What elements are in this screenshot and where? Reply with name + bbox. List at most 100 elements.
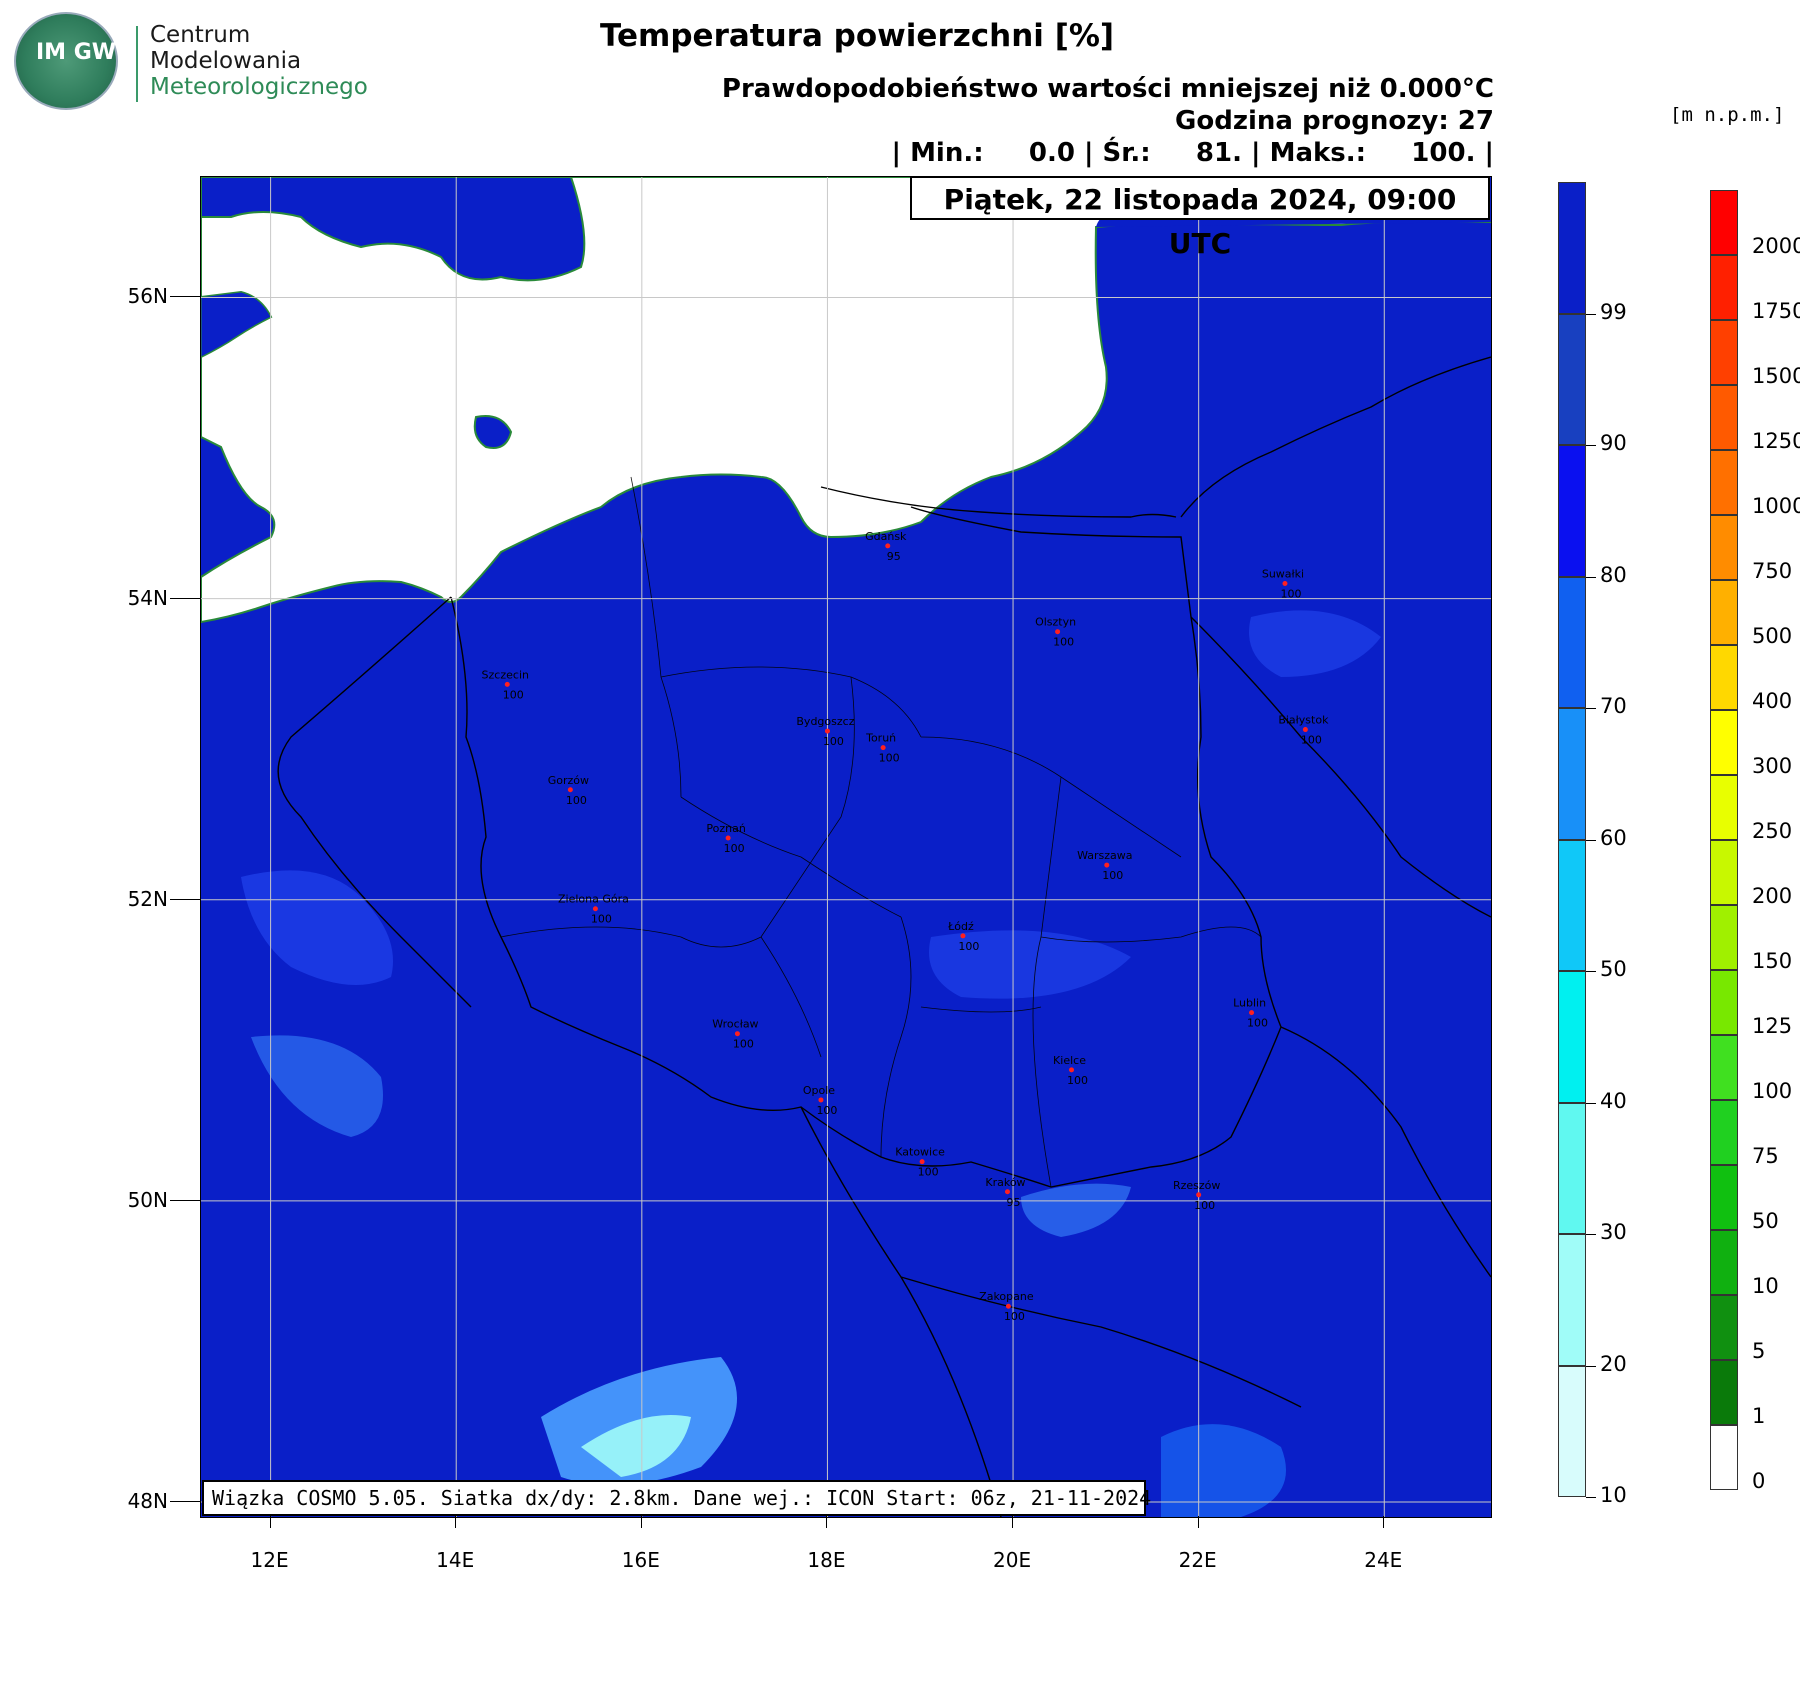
city-value: 100 (1004, 1310, 1025, 1323)
city-name: Katowice (895, 1146, 945, 1159)
elevation-colorbar-label: 10 (1752, 1274, 1779, 1298)
prob-colorbar-segment (1558, 839, 1586, 971)
city-name: Szczecin (482, 668, 529, 681)
city-name: Rzeszów (1173, 1179, 1220, 1192)
prob-colorbar-label: 10 (1600, 1483, 1627, 1507)
lon-tick-label: 14E (436, 1548, 475, 1572)
city-dot (725, 835, 731, 841)
lon-tick (826, 1516, 828, 1528)
elevation-colorbar-label: 500 (1752, 624, 1793, 648)
city-dot (1196, 1192, 1202, 1198)
city-dot (960, 933, 966, 939)
lat-tick (170, 1500, 200, 1502)
lon-tick-label: 22E (1178, 1548, 1217, 1572)
elevation-colorbar-segment (1710, 1295, 1738, 1360)
prob-colorbar-label: 30 (1600, 1220, 1627, 1244)
hungary-border (900, 1276, 1302, 1408)
lon-tick (269, 1516, 271, 1528)
elevation-colorbar-segment (1710, 1100, 1738, 1165)
city-dot (734, 1031, 740, 1037)
prob-colorbar-label: 70 (1600, 694, 1627, 718)
prob-colorbar-label: 90 (1600, 431, 1627, 455)
prob-colorbar-segment (1558, 1102, 1586, 1234)
city-value: 100 (816, 1104, 837, 1117)
czech-border (277, 596, 472, 1008)
elevation-colorbar-label: 100 (1752, 1079, 1793, 1103)
valid-date: Piątek, 22 listopada 2024, 09:00 UTC (910, 176, 1490, 260)
lon-tick (1012, 1516, 1014, 1528)
model-info: Wiązka COSMO 5.05. Siatka dx/dy: 2.8km. … (202, 1480, 1151, 1516)
ukraine-border (1280, 1026, 1491, 1278)
elevation-colorbar-label: 1250 (1752, 429, 1800, 453)
city-dot (1005, 1303, 1011, 1309)
prob-colorbar-tick (1586, 1234, 1596, 1235)
city-dot (1302, 727, 1308, 733)
city-value: 100 (918, 1166, 939, 1179)
prob-colorbar-tick (1586, 576, 1596, 578)
city-value: 95 (1006, 1196, 1020, 1209)
prob-colorbar-segment (1558, 971, 1586, 1103)
city-value: 100 (1194, 1199, 1215, 1212)
lon-tick-label: 16E (621, 1548, 660, 1572)
light-patch-krakow (1021, 1183, 1131, 1237)
prob-colorbar-segment (1558, 708, 1586, 840)
baltic-sea (201, 177, 1491, 624)
elevation-colorbar-segment (1710, 255, 1738, 320)
island-denmark (201, 177, 586, 282)
city-name: Olsztyn (1035, 616, 1076, 629)
city-value: 100 (1102, 869, 1123, 882)
imgw-logo-text: IM GW (36, 40, 117, 65)
city-dot (885, 543, 891, 549)
map-title: Temperatura powierzchni [%] (600, 18, 1115, 54)
logo-line-3: Meteorologicznego (150, 74, 368, 100)
grid-lines (201, 177, 1491, 1517)
light-patch-center (929, 930, 1131, 999)
elevation-colorbar-segment (1710, 710, 1738, 775)
elevation-colorbar-segment (1710, 320, 1738, 385)
elevation-colorbar-label: 50 (1752, 1209, 1779, 1233)
lat-tick (170, 597, 200, 599)
city-name: Zielona Góra (558, 893, 629, 906)
city-dot (504, 681, 510, 687)
coast-sweden (201, 291, 272, 358)
lon-tick (1197, 1516, 1199, 1528)
city-name: Kraków (985, 1176, 1025, 1189)
lon-tick (455, 1516, 457, 1528)
elevation-colorbar-segment (1710, 1425, 1738, 1490)
city-value: 100 (879, 752, 900, 765)
map-subtitle-probability: Prawdopodobieństwo wartości mniejszej ni… (721, 74, 1494, 104)
logo-line-1: Centrum (150, 22, 251, 48)
light-patch-south-2 (581, 1415, 691, 1477)
elevation-colorbar-segment (1710, 645, 1738, 710)
lat-tick-label: 52N (127, 886, 168, 911)
prob-colorbar-label: 99 (1600, 299, 1627, 324)
elevation-colorbar-label: 150 (1752, 949, 1793, 973)
elevation-colorbar-label: 250 (1752, 819, 1793, 843)
city-name: Kielce (1053, 1054, 1086, 1067)
city-name: Suwałki (1262, 568, 1304, 581)
lat-tick (170, 296, 200, 298)
elevation-colorbar-label: 1750 (1752, 299, 1800, 323)
city-name: Łódź (947, 920, 974, 933)
city-value: 100 (724, 842, 745, 855)
lat-tick (170, 1199, 200, 1201)
city-markers: Gdańsk 95 Suwałki 100 Olsztyn 100 Szczecin 100 B… (482, 530, 1330, 1323)
city-dot (1004, 1189, 1010, 1195)
elevation-colorbar-segment (1710, 515, 1738, 580)
elevation-colorbar-segment (1710, 1165, 1738, 1230)
map-subtitle-forecast-hour: Godzina prognozy: 27 (1175, 106, 1494, 136)
elevation-colorbar-label: 200 (1752, 884, 1793, 908)
city-value: 100 (1280, 588, 1301, 601)
forecast-map-svg: Gdańsk 95 Suwałki 100 Olsztyn 100 Szczecin 100 B… (201, 177, 1491, 1517)
lon-tick-label: 24E (1364, 1548, 1403, 1572)
prob-colorbar-segment (1558, 576, 1586, 708)
lon-tick-label: 12E (250, 1548, 289, 1572)
elevation-colorbar-label: 125 (1752, 1014, 1793, 1038)
city-value: 100 (591, 913, 612, 926)
elevation-colorbar-segment (1710, 840, 1738, 905)
city-name: Gdańsk (865, 530, 907, 543)
belarus-border (1190, 616, 1491, 918)
lithuania-border (1180, 356, 1491, 518)
city-value: 100 (733, 1038, 754, 1051)
elevation-colorbar-segment (1710, 190, 1738, 255)
